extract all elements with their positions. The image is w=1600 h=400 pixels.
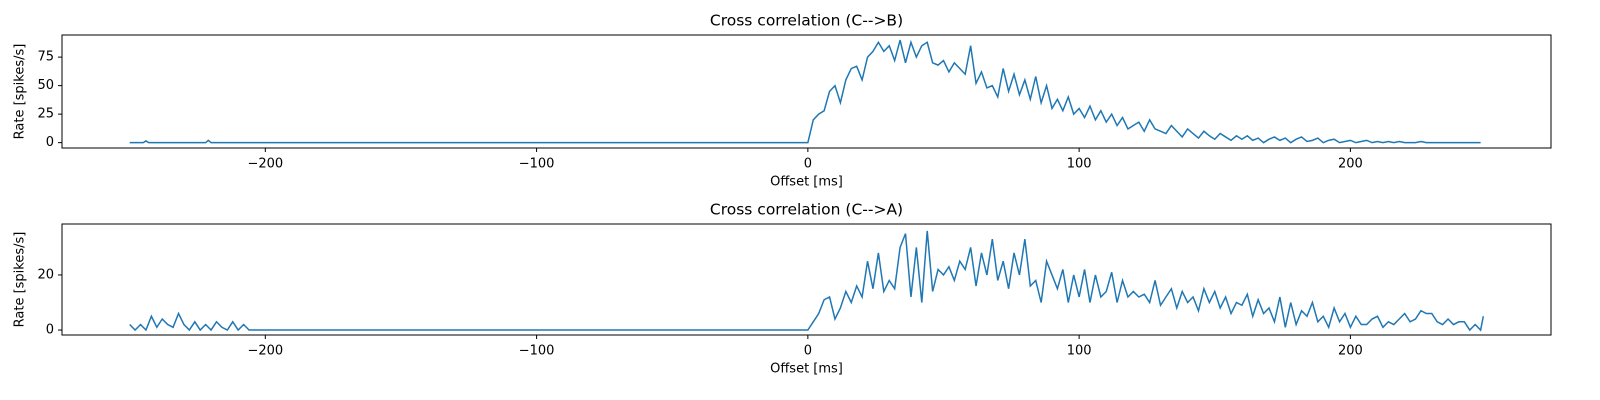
plot-frame — [61, 223, 1552, 336]
chart-title: Cross correlation (C-->A) — [710, 201, 903, 219]
x-tick-label: 0 — [804, 157, 812, 172]
line — [129, 230, 1485, 332]
y-tick-label: 20 — [37, 267, 54, 282]
y-tick-label: 0 — [46, 135, 54, 150]
x-axis-label: Offset [ms] — [770, 175, 843, 190]
plot-frame — [61, 34, 1552, 149]
y-tick-label: 0 — [46, 323, 54, 338]
chart-title: Cross correlation (C-->B) — [710, 12, 903, 30]
x-tick-label: −200 — [247, 344, 283, 359]
x-tick-label: −200 — [247, 157, 283, 172]
x-tick-label: 0 — [804, 344, 812, 359]
x-tick-label: 200 — [1338, 157, 1363, 172]
line — [129, 39, 1481, 144]
x-tick-label: 200 — [1338, 344, 1363, 359]
x-tick-label: −100 — [519, 344, 555, 359]
x-tick-label: 100 — [1067, 157, 1092, 172]
y-tick-label: 50 — [37, 78, 54, 93]
x-axis-label: Offset [ms] — [770, 362, 843, 377]
y-tick-label: 75 — [37, 50, 54, 65]
y-axis-label: Rate [spikes/s] — [13, 44, 28, 140]
x-tick-label: −100 — [519, 157, 555, 172]
x-tick-label: 100 — [1067, 344, 1092, 359]
y-tick-label: 25 — [37, 107, 54, 122]
y-axis-label: Rate [spikes/s] — [13, 232, 28, 328]
